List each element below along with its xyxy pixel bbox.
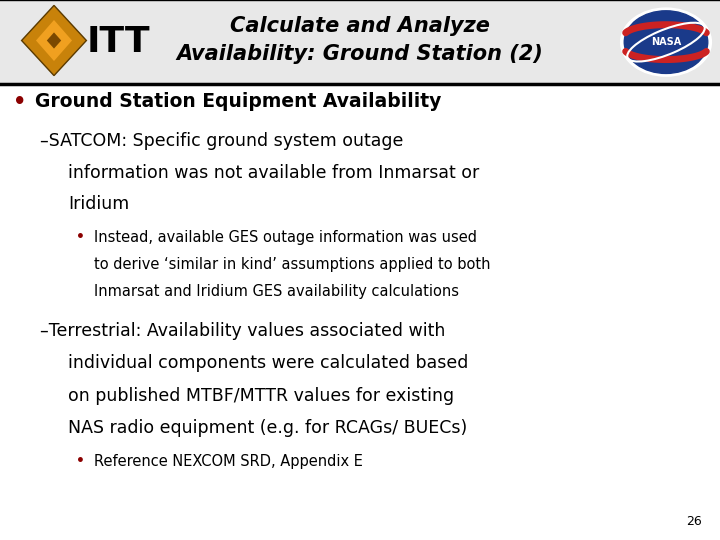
Text: Inmarsat and Iridium GES availability calculations: Inmarsat and Iridium GES availability ca… [94, 284, 459, 299]
Text: –Terrestrial: Availability values associated with: –Terrestrial: Availability values associ… [40, 322, 445, 340]
Text: ITT: ITT [87, 25, 150, 58]
Text: –SATCOM: Specific ground system outage: –SATCOM: Specific ground system outage [40, 132, 403, 150]
Text: Availability: Ground Station (2): Availability: Ground Station (2) [176, 44, 544, 64]
Text: Iridium: Iridium [68, 195, 130, 213]
FancyBboxPatch shape [0, 0, 720, 84]
Text: to derive ‘similar in kind’ assumptions applied to both: to derive ‘similar in kind’ assumptions … [94, 257, 490, 272]
Polygon shape [36, 20, 72, 61]
Text: NAS radio equipment (e.g. for RCAGs/ BUECs): NAS radio equipment (e.g. for RCAGs/ BUE… [68, 419, 468, 437]
Circle shape [621, 8, 711, 76]
Text: 26: 26 [686, 515, 702, 528]
Text: on published MTBF/MTTR values for existing: on published MTBF/MTTR values for existi… [68, 387, 454, 404]
Circle shape [624, 11, 708, 73]
Text: Ground Station Equipment Availability: Ground Station Equipment Availability [35, 92, 441, 111]
Text: Instead, available GES outage information was used: Instead, available GES outage informatio… [94, 230, 477, 245]
Polygon shape [47, 32, 61, 49]
Polygon shape [22, 5, 86, 76]
Text: •: • [76, 230, 84, 244]
Text: NASA: NASA [651, 37, 681, 47]
Text: information was not available from Inmarsat or: information was not available from Inmar… [68, 164, 480, 181]
Text: individual components were calculated based: individual components were calculated ba… [68, 354, 469, 372]
Text: Reference NEXCOM SRD, Appendix E: Reference NEXCOM SRD, Appendix E [94, 454, 362, 469]
Text: Calculate and Analyze: Calculate and Analyze [230, 16, 490, 36]
Text: •: • [13, 92, 27, 112]
Text: •: • [76, 454, 84, 468]
